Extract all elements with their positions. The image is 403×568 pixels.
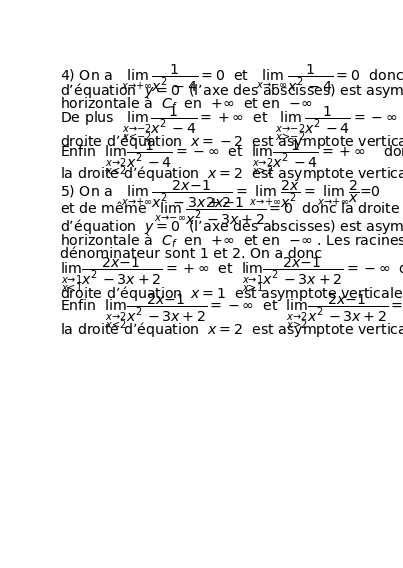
Text: d’équation  $y=0$  (l’axe des abscisses) est asymptote: d’équation $y=0$ (l’axe des abscisses) e… — [60, 81, 403, 101]
Text: horizontale à  $C_f$  en  $+\infty$  et en  $-\infty$: horizontale à $C_f$ en $+\infty$ et en $… — [60, 94, 312, 113]
Text: $\lim_{\substack{x\to1\\x<1}}\dfrac{2x-1}{x^2-3x+2}=+\infty$  et  $\lim_{\substa: $\lim_{\substack{x\to1\\x<1}}\dfrac{2x-1… — [60, 255, 403, 294]
Text: la droite d’équation  $x=2$  est asymptote verticale à  $C_f$ .: la droite d’équation $x=2$ est asymptote… — [60, 320, 403, 339]
Text: et de même  $\lim_{x\to-\infty}\dfrac{2x-1}{x^2-3x+2}=0$  donc la droite: et de même $\lim_{x\to-\infty}\dfrac{2x-… — [60, 196, 400, 227]
Text: De plus  $\lim_{\substack{x\to-2\\x<-2}}\dfrac{1}{x^2-4}=+\infty$  et  $\lim_{\s: De plus $\lim_{\substack{x\to-2\\x<-2}}\… — [60, 104, 403, 143]
Text: droite d’équation  $x=-2$  est asymptote verticale à  $C_f$ .: droite d’équation $x=-2$ est asymptote v… — [60, 132, 403, 151]
Text: Enfin  $\lim_{\substack{x\to2\\x<2}}\dfrac{1}{x^2-4}=-\infty$  et  $\lim_{\subst: Enfin $\lim_{\substack{x\to2\\x<2}}\dfra… — [60, 138, 403, 177]
Text: 4) On a  $\lim_{x\to+\infty}\dfrac{1}{x^2-4}=0$  et  $\lim_{x\to-\infty}\dfrac{1: 4) On a $\lim_{x\to+\infty}\dfrac{1}{x^2… — [60, 62, 403, 94]
Text: d’équation  $y=0$  (l’axe des abscisses) est asymptote: d’équation $y=0$ (l’axe des abscisses) e… — [60, 217, 403, 236]
Text: Enfin  $\lim_{\substack{x\to2\\x<2}}\dfrac{2x-1}{x^2-3x+2}=-\infty$  et  $\lim_{: Enfin $\lim_{\substack{x\to2\\x<2}}\dfra… — [60, 293, 403, 332]
Text: horizontale à  $C_f$  en  $+\infty$  et en  $-\infty$ . Les racines du: horizontale à $C_f$ en $+\infty$ et en $… — [60, 231, 403, 250]
Text: droite d’équation  $x=1$  est asymptote verticale à  $C_f$ .: droite d’équation $x=1$ est asymptote ve… — [60, 285, 403, 303]
Text: dénominateur sont 1 et 2. On a donc: dénominateur sont 1 et 2. On a donc — [60, 248, 322, 261]
Text: la droite d’équation  $x=2$  est asymptote verticale à  $C_f$ .: la droite d’équation $x=2$ est asymptote… — [60, 164, 403, 183]
Text: 5) On a  $\lim_{x\to+\infty}\dfrac{2x-1}{x^2-3x+2}=\lim_{x\to+\infty}\dfrac{2x}{: 5) On a $\lim_{x\to+\infty}\dfrac{2x-1}{… — [60, 178, 381, 210]
